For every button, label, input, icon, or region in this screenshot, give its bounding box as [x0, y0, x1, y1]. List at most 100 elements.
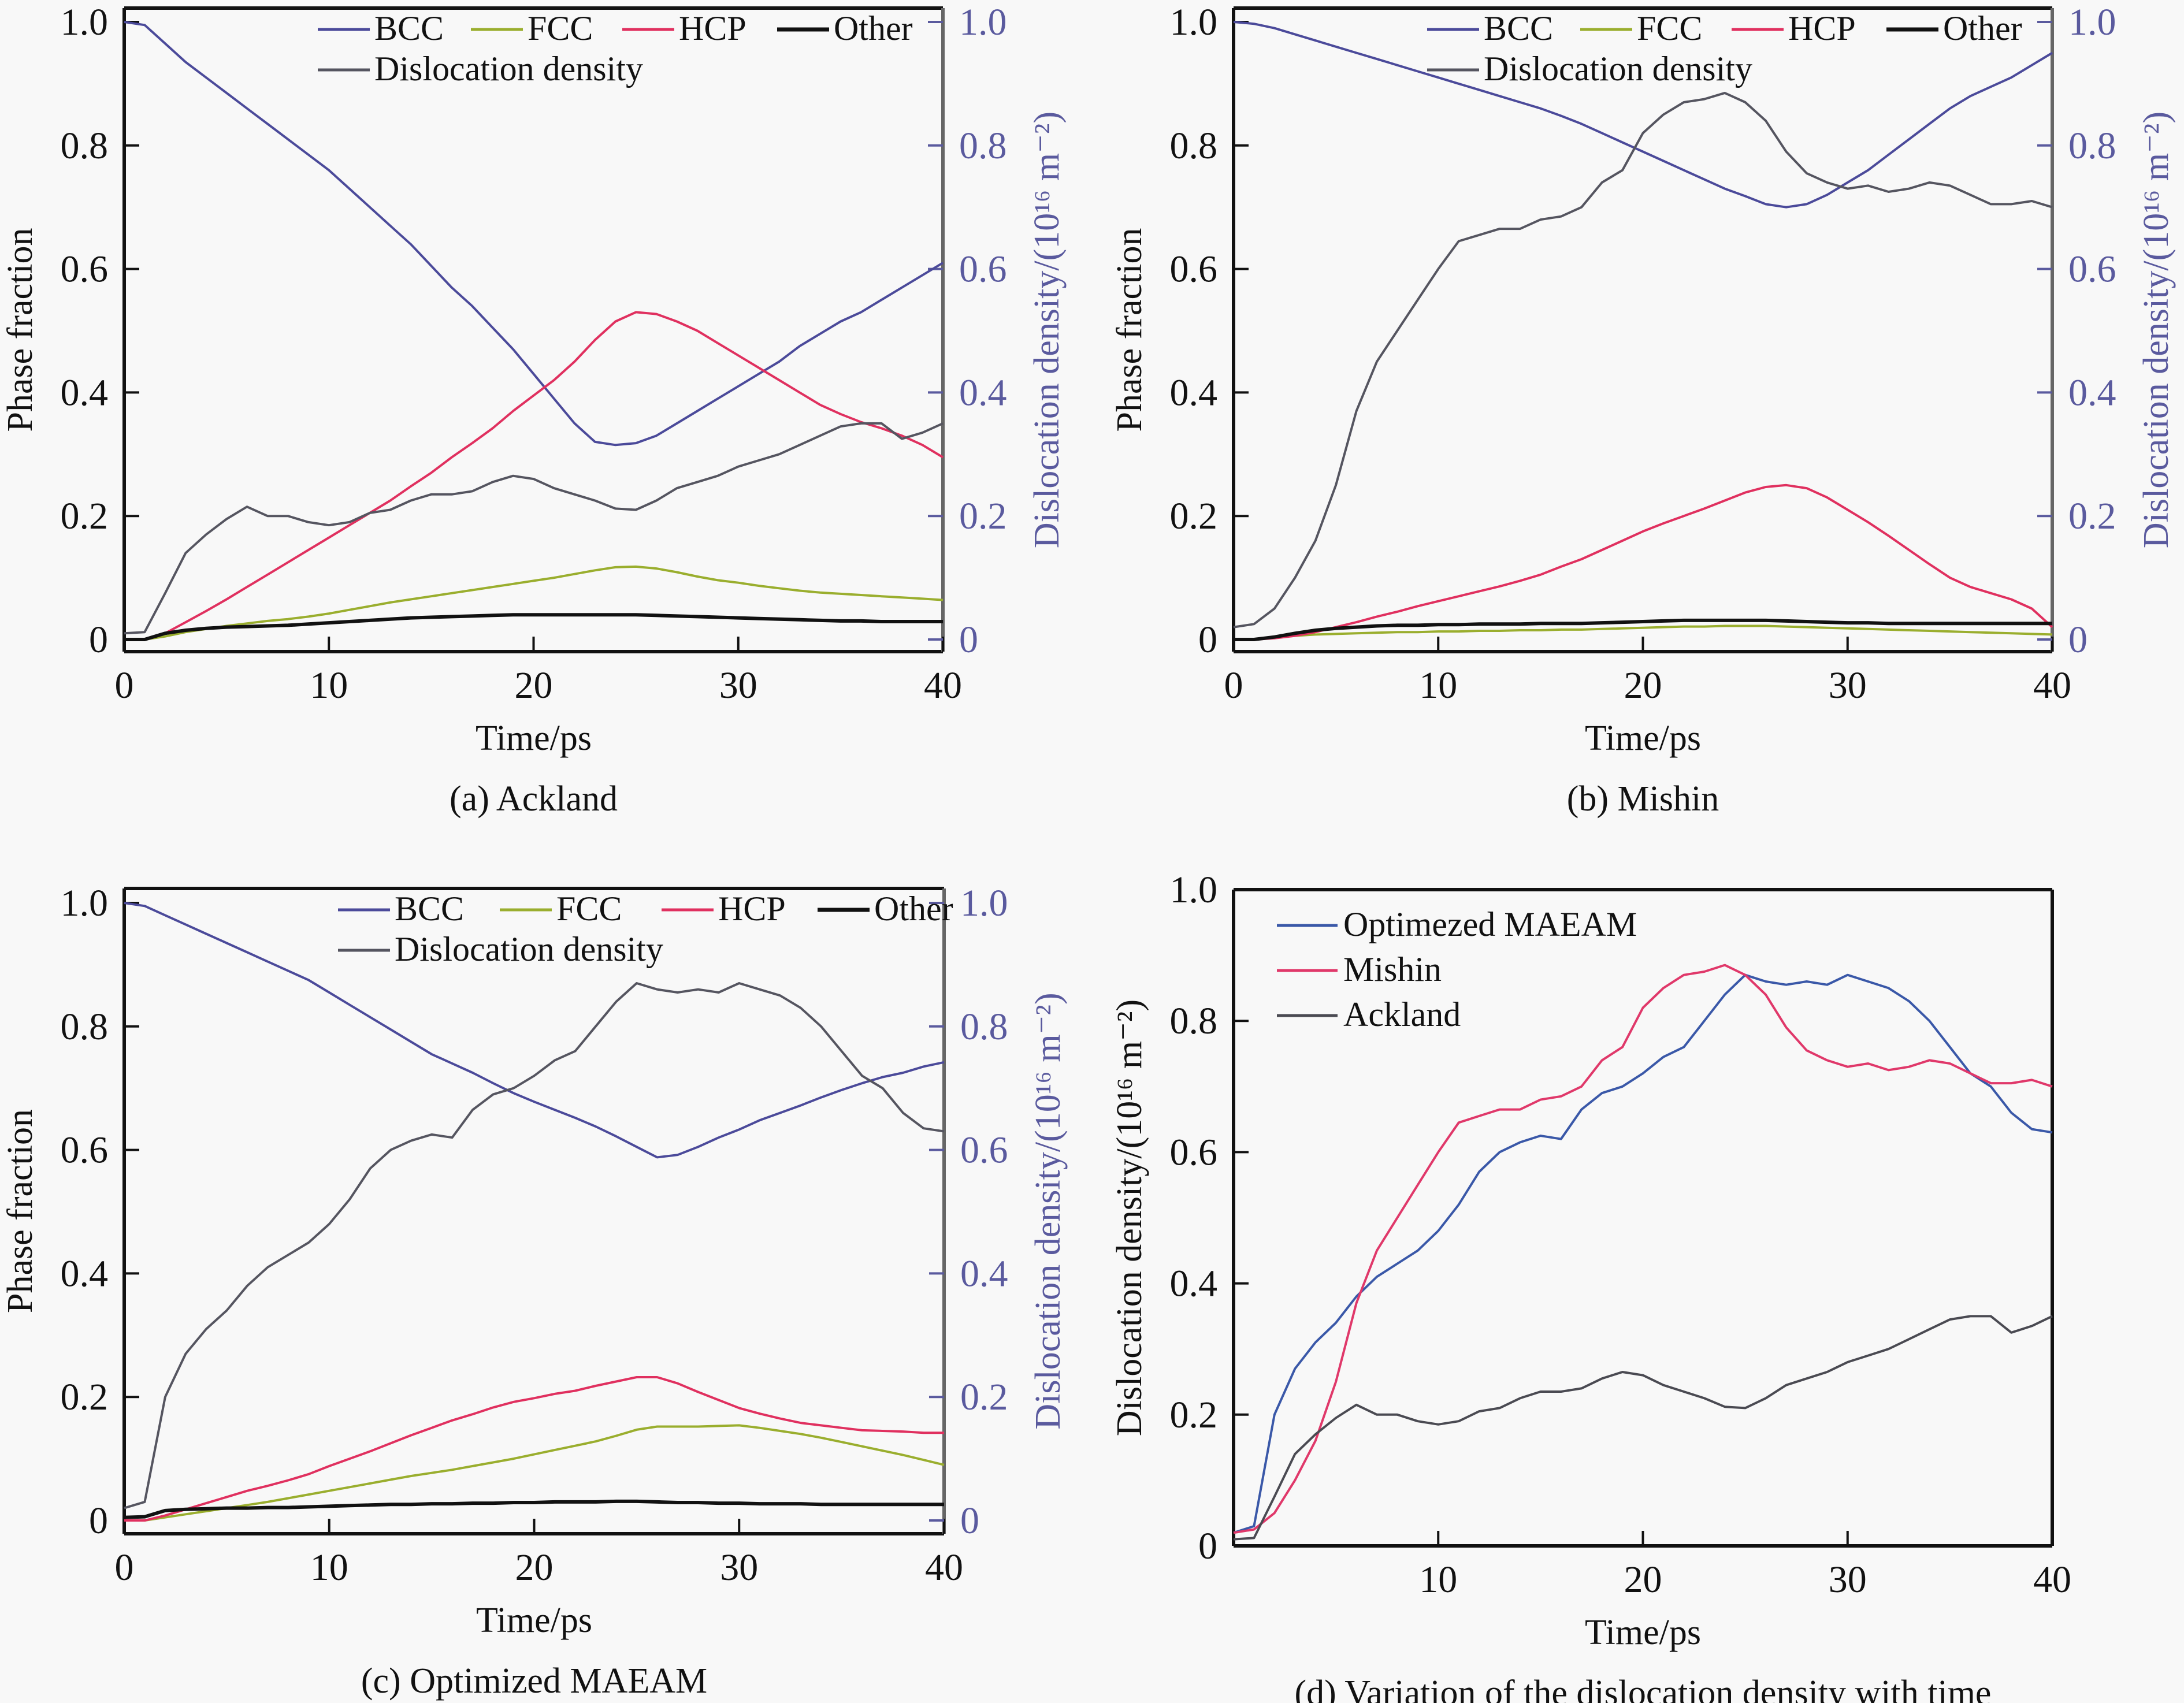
right-y-tick-label: 0.4	[959, 371, 1007, 414]
y-tick-label: 0.2	[1170, 495, 1218, 537]
y-tick-label: 0.6	[1170, 248, 1218, 291]
x-axis-title: Time/ps	[476, 719, 592, 758]
y-tick-label: 0.8	[61, 125, 109, 167]
y-axis-title: Dislocation density/(10¹⁶ m⁻²)	[1110, 999, 1149, 1436]
y-tick-label: 0	[1198, 1525, 1217, 1567]
y-tick-label: 0	[89, 619, 108, 661]
panel-b-mishin: 0 10 20 30 4000.20.40.60.81.000.20.40.60.81.…	[1110, 1, 2176, 819]
legend-label-dislocation: Dislocation density	[395, 930, 663, 968]
legend-label-other: Other	[874, 890, 953, 928]
x-tick-label: 30	[1829, 664, 1867, 707]
right-y-tick-label: 0.8	[2068, 125, 2116, 167]
right-y-tick-label: 0	[2068, 619, 2088, 661]
right-y-tick-label: 0.6	[959, 248, 1007, 291]
panel-caption: (a) Ackland	[450, 779, 618, 819]
series-line-hcp	[1234, 484, 2053, 641]
x-tick-label: 10	[1419, 1559, 1457, 1601]
series-line-fcc	[1234, 624, 2053, 641]
series-line-dislocation	[124, 422, 944, 635]
x-tick-label: 40	[2033, 664, 2071, 707]
legend-label-hcp: HCP	[718, 890, 786, 928]
right-y-tick-label: 0.2	[2068, 495, 2116, 537]
y-tick-label: 1.0	[1170, 869, 1218, 911]
right-y-tick-label: 0	[960, 1500, 979, 1542]
series-line-dislocation	[124, 982, 945, 1509]
right-y-axis-title: Dislocation density/(10¹⁶ m⁻²)	[1028, 992, 1068, 1429]
series-line-bcc	[124, 902, 945, 1159]
legend-label-hcp: HCP	[679, 9, 746, 47]
x-tick-label: 30	[1829, 1559, 1867, 1601]
legend-label-other: Other	[1943, 9, 2022, 47]
x-tick-label: 30	[720, 1546, 758, 1589]
right-y-tick-label: 0.8	[960, 1006, 1008, 1048]
x-axis-title: Time/ps	[1585, 1613, 1701, 1652]
y-tick-label: 0.2	[1170, 1394, 1218, 1436]
x-tick-label: 20	[515, 664, 553, 707]
right-y-tick-label: 0	[959, 619, 978, 661]
legend-label-fcc: FCC	[556, 890, 622, 928]
right-y-tick-label: 0.2	[959, 495, 1007, 537]
x-tick-label: 10	[1419, 664, 1457, 707]
x-axis-title: Time/ps	[1585, 719, 1701, 758]
panel-caption: (b) Mishin	[1567, 779, 1719, 819]
series-line-dislocation	[1233, 91, 2053, 629]
x-tick-label: 0	[115, 1546, 134, 1589]
y-tick-label: 0.4	[61, 371, 109, 414]
y-tick-label: 0.8	[1170, 1000, 1218, 1042]
y-tick-label: 0	[89, 1500, 108, 1542]
y-axis-title: Phase fraction	[1, 228, 40, 432]
panel-caption: (d) Variation of the dislocation density…	[1295, 1674, 1992, 1703]
y-axis-title: Phase fraction	[1, 1109, 40, 1313]
legend-label-bcc: BCC	[374, 9, 444, 47]
right-y-tick-label: 0.4	[2068, 371, 2116, 414]
legend-label-dislocation: Dislocation density	[1484, 50, 1752, 88]
x-tick-label: 30	[719, 664, 757, 707]
series-line-other	[1234, 618, 2052, 641]
series-line-optimized	[1233, 973, 2053, 1534]
x-tick-label: 40	[925, 1546, 963, 1589]
series-line-fcc	[124, 565, 944, 641]
legend-label-fcc: FCC	[528, 9, 593, 47]
panel-d-dislocation-comparison: 10 20 30 40 0 0.2 0.4 0.6 0.8 1.0 Dislocation dens…	[1110, 869, 2071, 1703]
right-y-axis-title: Dislocation density/(10¹⁶ m⁻²)	[1027, 111, 1067, 548]
x-tick-label: 20	[1624, 1559, 1662, 1601]
y-axis-title: Phase fraction	[1110, 228, 1149, 432]
series-line-bcc	[124, 21, 944, 447]
series-line-bcc	[1233, 21, 2053, 209]
legend-label-bcc: BCC	[395, 890, 464, 928]
y-tick-label: 1.0	[61, 882, 109, 924]
x-axis-title: Time/ps	[476, 1601, 592, 1640]
right-y-tick-label: 1.0	[2068, 1, 2116, 43]
series-line-other	[124, 613, 943, 641]
y-tick-label: 0.4	[61, 1252, 109, 1295]
x-tick-label: 10	[310, 1546, 348, 1589]
legend-label-mishin: Mishin	[1343, 950, 1442, 988]
legend-label-optimized: Optimezed MAEAM	[1343, 905, 1637, 943]
x-tick-label: 0	[1224, 664, 1243, 707]
y-tick-label: 1.0	[61, 1, 109, 43]
x-tick-label: 20	[515, 1546, 554, 1589]
y-tick-label: 0	[1198, 619, 1217, 661]
legend-label-hcp: HCP	[1788, 9, 1856, 47]
y-tick-label: 0.4	[1170, 371, 1218, 414]
y-tick-label: 0.6	[61, 248, 109, 291]
y-tick-label: 0.2	[61, 1376, 109, 1418]
right-y-tick-label: 1.0	[959, 1, 1007, 43]
legend-label-other: Other	[834, 9, 913, 47]
y-tick-label: 0.4	[1170, 1263, 1218, 1305]
right-y-tick-label: 0.6	[960, 1129, 1008, 1172]
right-y-axis-title: Dislocation density/(10¹⁶ m⁻²)	[2137, 111, 2176, 548]
x-tick-label: 40	[2033, 1559, 2071, 1601]
right-y-tick-label: 0.4	[960, 1252, 1008, 1295]
x-tick-label: 40	[924, 664, 962, 707]
right-y-tick-label: 0.2	[960, 1376, 1008, 1418]
x-tick-label: 0	[115, 664, 134, 707]
series-line-hcp	[124, 1376, 944, 1522]
y-tick-label: 0.8	[1170, 125, 1218, 167]
legend-label-ackland: Ackland	[1343, 995, 1461, 1033]
x-tick-label: 20	[1624, 664, 1662, 707]
y-tick-label: 1.0	[1170, 1, 1218, 43]
legend-label-bcc: BCC	[1484, 9, 1553, 47]
